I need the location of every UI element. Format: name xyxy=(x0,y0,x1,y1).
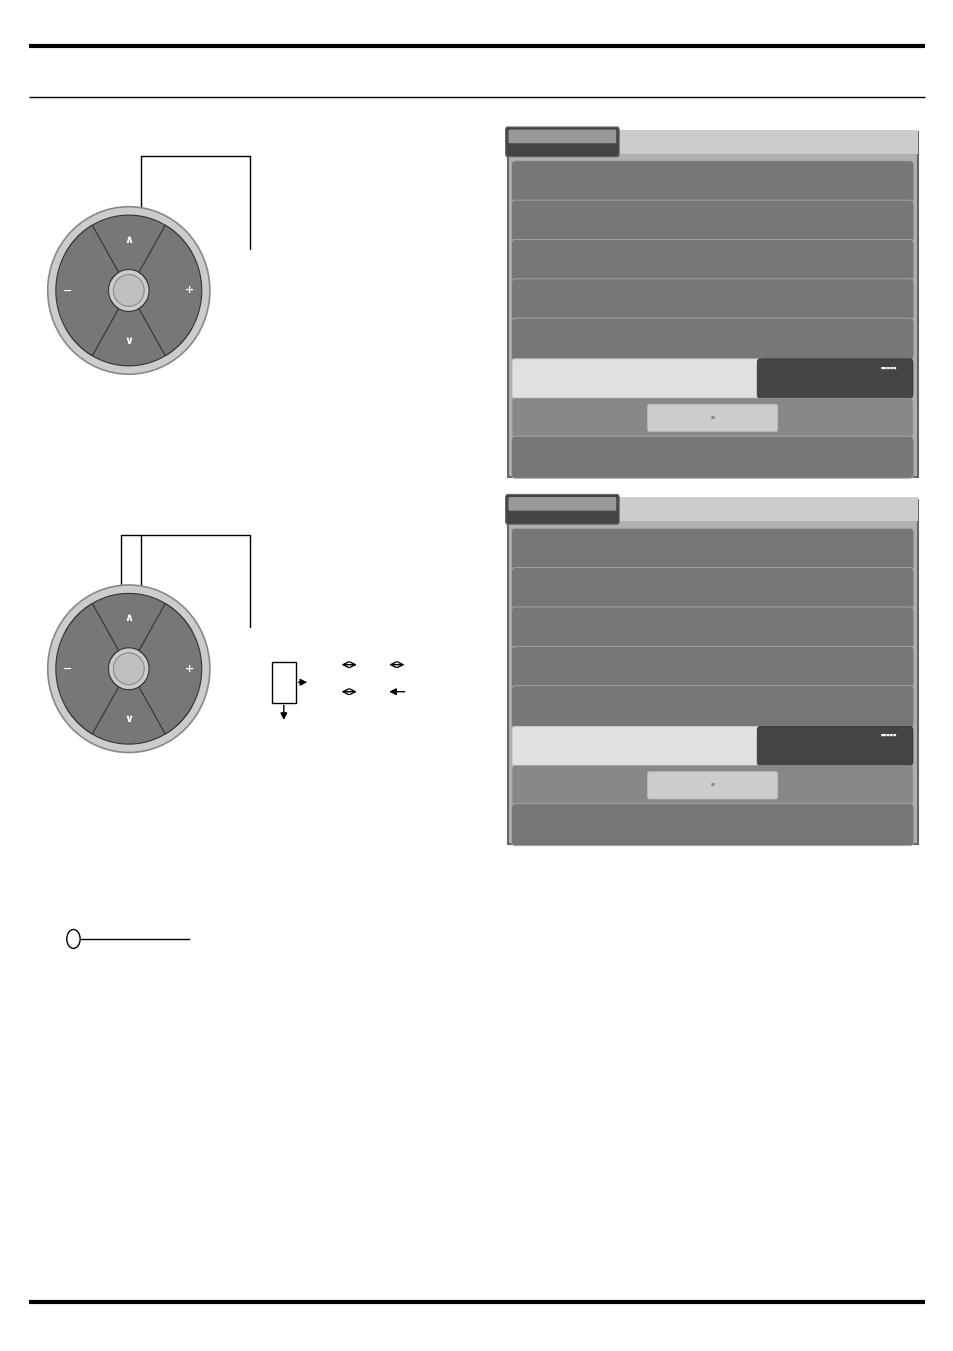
Ellipse shape xyxy=(48,207,210,374)
FancyBboxPatch shape xyxy=(505,127,618,157)
Text: ∨: ∨ xyxy=(124,335,133,346)
Polygon shape xyxy=(66,301,192,366)
Text: ∧: ∧ xyxy=(124,235,133,246)
Ellipse shape xyxy=(113,653,144,685)
FancyBboxPatch shape xyxy=(511,646,913,689)
FancyBboxPatch shape xyxy=(511,200,913,242)
Text: +: + xyxy=(185,663,194,674)
Text: −: − xyxy=(63,663,72,674)
FancyBboxPatch shape xyxy=(757,359,912,399)
FancyBboxPatch shape xyxy=(511,436,913,478)
FancyBboxPatch shape xyxy=(511,804,913,846)
Polygon shape xyxy=(66,215,192,280)
Text: ∧: ∧ xyxy=(124,613,133,624)
FancyBboxPatch shape xyxy=(647,771,777,798)
Bar xyxy=(272,662,295,703)
FancyBboxPatch shape xyxy=(511,161,913,203)
FancyBboxPatch shape xyxy=(512,399,912,438)
FancyBboxPatch shape xyxy=(617,130,917,154)
Polygon shape xyxy=(56,226,118,355)
FancyBboxPatch shape xyxy=(511,278,913,322)
Text: +: + xyxy=(185,285,194,296)
Text: ■■■■■-: ■■■■■- xyxy=(880,734,898,738)
Polygon shape xyxy=(139,604,201,734)
FancyBboxPatch shape xyxy=(505,494,618,524)
Ellipse shape xyxy=(48,585,210,753)
Text: −: − xyxy=(63,285,72,296)
FancyBboxPatch shape xyxy=(617,497,917,521)
FancyBboxPatch shape xyxy=(512,359,762,399)
FancyBboxPatch shape xyxy=(512,766,912,805)
FancyBboxPatch shape xyxy=(512,727,762,766)
Text: ■■■■■-: ■■■■■- xyxy=(880,366,898,370)
Polygon shape xyxy=(66,593,192,658)
Polygon shape xyxy=(66,680,192,744)
FancyBboxPatch shape xyxy=(508,130,616,143)
FancyBboxPatch shape xyxy=(511,528,913,570)
FancyBboxPatch shape xyxy=(511,686,913,728)
FancyBboxPatch shape xyxy=(511,567,913,609)
Polygon shape xyxy=(56,604,118,734)
FancyBboxPatch shape xyxy=(511,239,913,281)
Text: ∨: ∨ xyxy=(124,713,133,724)
FancyBboxPatch shape xyxy=(507,500,917,844)
FancyBboxPatch shape xyxy=(511,607,913,648)
FancyBboxPatch shape xyxy=(757,727,912,766)
Text: ■: ■ xyxy=(710,416,714,420)
FancyBboxPatch shape xyxy=(507,132,917,477)
FancyBboxPatch shape xyxy=(511,319,913,361)
Polygon shape xyxy=(139,226,201,355)
Text: ■: ■ xyxy=(710,784,714,788)
Circle shape xyxy=(67,929,80,948)
Ellipse shape xyxy=(113,274,144,307)
FancyBboxPatch shape xyxy=(508,497,616,511)
FancyBboxPatch shape xyxy=(647,404,777,431)
